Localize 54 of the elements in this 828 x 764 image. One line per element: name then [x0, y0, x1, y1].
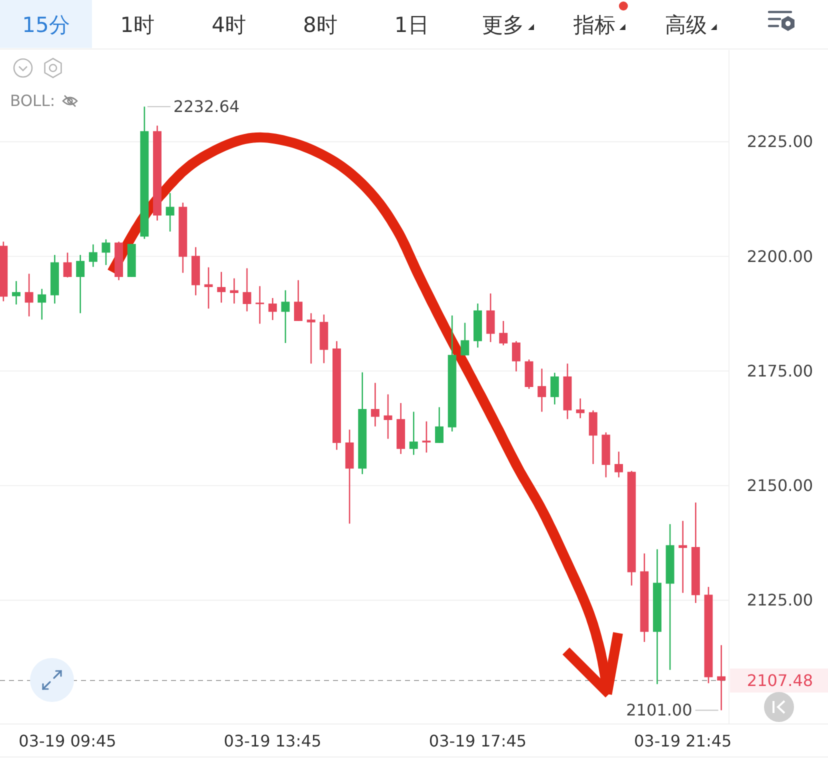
annotation: 2232.64 [173, 97, 240, 116]
candlestick [512, 340, 520, 372]
annotation: BOLL: [10, 92, 56, 110]
candlestick [486, 292, 495, 343]
candlestick [435, 406, 444, 444]
candlestick [268, 297, 277, 321]
candlestick [256, 285, 264, 324]
y-tick-label: 2150.00 [746, 476, 814, 496]
text: 4时 [212, 13, 246, 37]
candlestick [242, 268, 252, 312]
y-tick-label: 2200.00 [746, 246, 814, 266]
candlestick [63, 252, 72, 278]
candlestick [576, 398, 585, 419]
candlestick [204, 266, 213, 310]
candlestick [614, 451, 623, 478]
text: 指标 [572, 13, 616, 37]
candlestick [384, 394, 392, 440]
y-tick-label: 2175.00 [746, 361, 814, 380]
y-tick-label: 2125.00 [746, 590, 814, 610]
candlestick [24, 273, 34, 318]
candlestick [230, 278, 238, 304]
text: 8时 [303, 13, 338, 37]
candlestick [550, 372, 559, 406]
text: 15分 [22, 13, 70, 37]
candlestick [76, 254, 85, 314]
candlestick [538, 368, 546, 412]
candlestick [409, 411, 418, 456]
x-tick-label: 03-19 13:45 [224, 732, 322, 750]
candlestick [422, 420, 431, 454]
annotation: 2101.00 [626, 700, 692, 720]
candlestick [306, 312, 316, 364]
text: 1日 [394, 13, 429, 37]
x-tick-label: 03-19 21:45 [634, 732, 732, 750]
text: 1时 [120, 13, 155, 37]
candlestick [88, 244, 98, 268]
x-tick-label: 03-19 09:45 [18, 732, 116, 750]
candlestick [294, 280, 302, 322]
candlestick [370, 382, 380, 428]
x-tick-label: 03-19 17:45 [428, 732, 527, 750]
candlestick [38, 288, 46, 320]
text: 高级 [664, 13, 707, 37]
candlestick [588, 410, 598, 465]
candlestick [281, 290, 290, 344]
candlestick [166, 192, 174, 232]
candlestick [460, 322, 470, 356]
text: 更多 [482, 13, 524, 37]
ref-line-label: 2107.48 [746, 671, 814, 690]
candlestick [499, 320, 508, 346]
candlestick [12, 280, 20, 306]
candlestick [678, 520, 688, 594]
candlestick [717, 644, 726, 711]
y-tick-label: 2225.00 [746, 132, 814, 152]
candlestick [217, 271, 226, 304]
candlestick [102, 238, 110, 266]
